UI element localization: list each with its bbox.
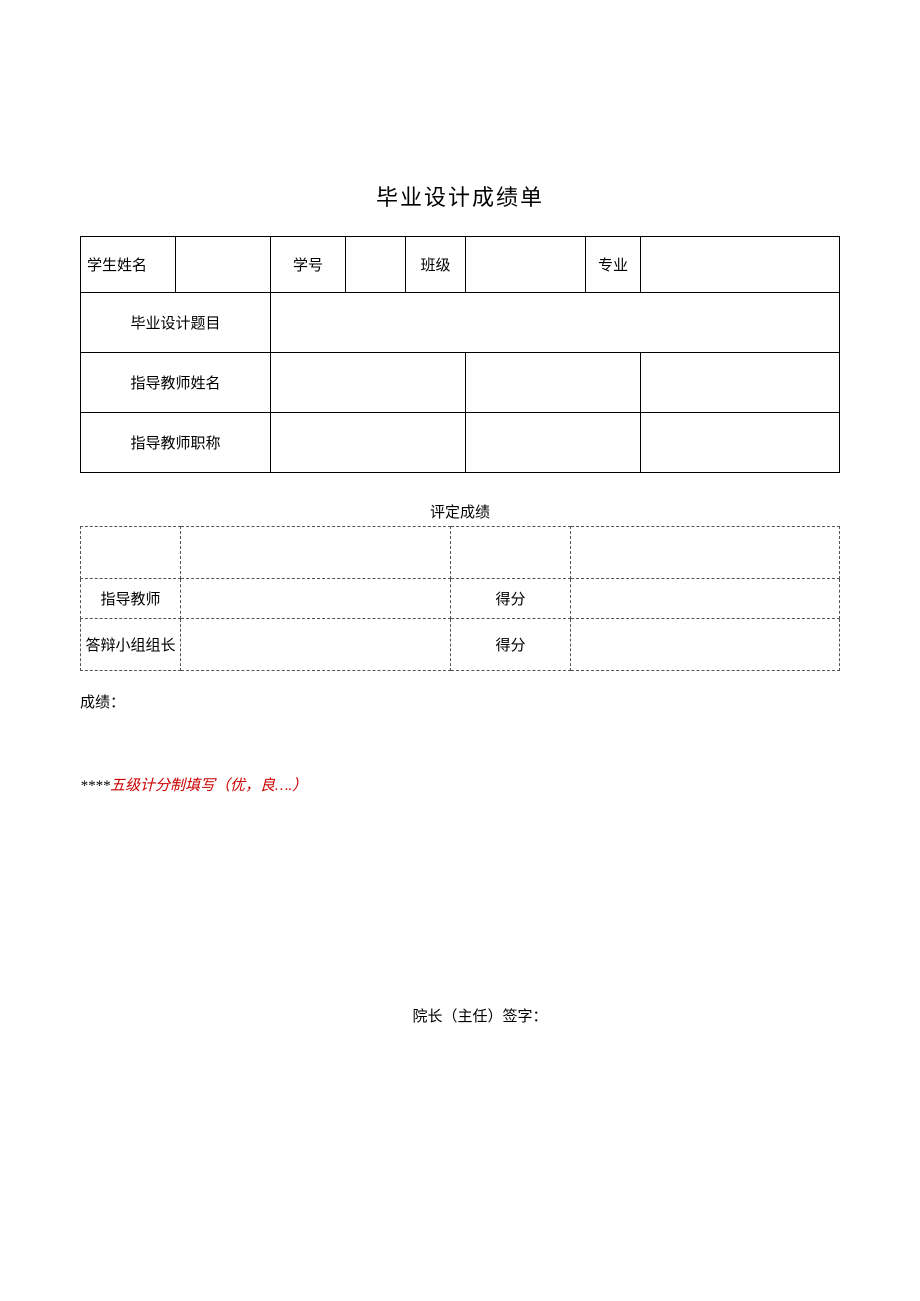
defense-score-value bbox=[571, 619, 840, 671]
final-score-label: 成绩： bbox=[80, 691, 840, 712]
advisor-name-label: 指导教师姓名 bbox=[81, 353, 271, 413]
note-stars: **** bbox=[80, 778, 110, 794]
major-label: 专业 bbox=[586, 237, 641, 293]
section-label: 评定成绩 bbox=[80, 501, 840, 522]
topic-label: 毕业设计题目 bbox=[81, 293, 271, 353]
info-table: 学生姓名 学号 班级 专业 毕业设计题目 指导教师姓名 指导教师职称 bbox=[80, 236, 840, 473]
blank-c3 bbox=[451, 527, 571, 579]
advisor-name-c4 bbox=[641, 353, 840, 413]
blank-c2 bbox=[181, 527, 451, 579]
blank-c1 bbox=[81, 527, 181, 579]
class-label: 班级 bbox=[406, 237, 466, 293]
advisor-name-c3 bbox=[466, 353, 641, 413]
class-value bbox=[466, 237, 586, 293]
advisor-score-c2 bbox=[181, 579, 451, 619]
student-name-label: 学生姓名 bbox=[81, 237, 176, 293]
advisor-title-c2 bbox=[271, 413, 466, 473]
defense-score-text: 得分 bbox=[451, 619, 571, 671]
score-table: 指导教师 得分 答辩小组组长 得分 bbox=[80, 526, 840, 671]
major-value bbox=[641, 237, 840, 293]
table-row: 指导教师姓名 bbox=[81, 353, 840, 413]
topic-value bbox=[271, 293, 840, 353]
student-id-value bbox=[346, 237, 406, 293]
blank-c4 bbox=[571, 527, 840, 579]
advisor-score-label: 指导教师 bbox=[81, 579, 181, 619]
advisor-title-c4 bbox=[641, 413, 840, 473]
advisor-score-value bbox=[571, 579, 840, 619]
page-title: 毕业设计成绩单 bbox=[80, 180, 840, 212]
advisor-title-label: 指导教师职称 bbox=[81, 413, 271, 473]
advisor-title-c3 bbox=[466, 413, 641, 473]
defense-score-c2 bbox=[181, 619, 451, 671]
table-row bbox=[81, 527, 840, 579]
table-row: 答辩小组组长 得分 bbox=[81, 619, 840, 671]
student-id-label: 学号 bbox=[271, 237, 346, 293]
defense-score-label: 答辩小组组长 bbox=[81, 619, 181, 671]
note-text: ****五级计分制填写（优，良….） bbox=[80, 774, 840, 795]
advisor-score-text: 得分 bbox=[451, 579, 571, 619]
note-red: 五级计分制填写（优，良….） bbox=[110, 778, 307, 794]
table-row: 毕业设计题目 bbox=[81, 293, 840, 353]
table-row: 学生姓名 学号 班级 专业 bbox=[81, 237, 840, 293]
table-row: 指导教师 得分 bbox=[81, 579, 840, 619]
advisor-name-c2 bbox=[271, 353, 466, 413]
student-name-value bbox=[176, 237, 271, 293]
table-row: 指导教师职称 bbox=[81, 413, 840, 473]
signature-label: 院长（主任）签字： bbox=[80, 1005, 840, 1026]
